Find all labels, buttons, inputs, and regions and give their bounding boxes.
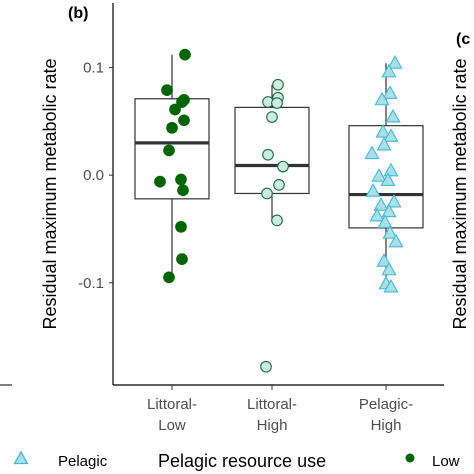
data-point (166, 121, 178, 134)
y-tick-label: 0.1 (83, 60, 104, 77)
data-point (273, 179, 285, 191)
data-point (388, 233, 404, 248)
y-tick-label: 0.0 (83, 167, 104, 184)
x-tick-label-line1: Pelagic- (359, 396, 413, 413)
data-point (375, 123, 391, 138)
data-point (176, 253, 188, 265)
legend-title: Pelagic resource use (158, 451, 326, 471)
data-point (260, 360, 272, 373)
data-point (381, 203, 397, 218)
data-point (272, 78, 284, 91)
x-tick-label-line1: Littoral- (247, 396, 297, 413)
data-point (163, 144, 175, 157)
data-point (369, 207, 385, 222)
x-tick-label-line2: High (257, 417, 288, 434)
right-panel-y-axis-title: Residual maximum metabolic rate (450, 58, 470, 329)
data-points (154, 48, 404, 373)
data-point (169, 103, 181, 116)
data-point (261, 187, 273, 200)
right-panel-label: (c (456, 31, 470, 48)
legend: Pelagic Pelagic resource use Low (13, 450, 460, 471)
data-point (373, 197, 389, 211)
legend-triangle-icon (13, 450, 29, 465)
data-point (271, 97, 283, 109)
y-axis-title: Residual maximum metabolic rate (40, 58, 60, 329)
data-point (163, 271, 175, 284)
data-point (179, 48, 191, 61)
data-point (175, 220, 187, 233)
y-tick-label: -0.1 (78, 275, 104, 292)
data-point (176, 96, 188, 108)
data-point (385, 108, 401, 123)
data-point (178, 114, 190, 127)
data-point (382, 225, 398, 239)
x-tick-label-line2: Low (158, 417, 186, 434)
x-tick-label-line1: Littoral- (147, 396, 197, 413)
data-point (376, 253, 392, 267)
data-point (175, 173, 187, 186)
data-point (383, 128, 399, 142)
x-ticks: Littoral- Low Littoral- High Pelagic- High (147, 385, 413, 434)
data-point (154, 175, 166, 188)
data-point (382, 85, 398, 99)
legend-right-label: Low (432, 453, 460, 470)
y-ticks: 0.1 0.0 -0.1 (78, 60, 113, 292)
legend-circle-icon (405, 453, 415, 463)
panel-label: (b) (68, 5, 88, 22)
legend-left-label: Pelagic (58, 453, 108, 470)
data-point (383, 162, 399, 177)
data-point (386, 193, 402, 208)
data-point (380, 172, 396, 186)
data-point (161, 84, 173, 97)
data-point (381, 261, 397, 276)
data-point (377, 214, 393, 228)
x-tick-label-line2: High (371, 417, 402, 434)
data-point (364, 145, 380, 160)
data-point (387, 55, 403, 69)
data-point (271, 214, 283, 227)
data-point (371, 168, 387, 182)
data-point (266, 111, 278, 123)
data-point (262, 148, 274, 161)
data-point (177, 184, 189, 197)
data-point (376, 136, 392, 151)
data-point (381, 63, 397, 78)
data-point (374, 91, 390, 106)
data-point (365, 183, 381, 197)
data-point (383, 278, 399, 293)
data-point (277, 160, 289, 173)
